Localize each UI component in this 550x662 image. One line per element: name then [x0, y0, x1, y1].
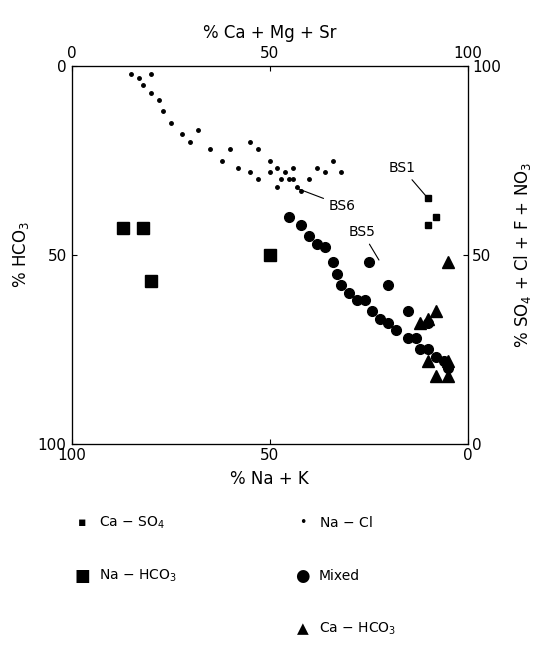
Text: Mixed: Mixed — [319, 569, 360, 583]
Y-axis label: % HCO$_3$: % HCO$_3$ — [11, 221, 31, 289]
Text: ▪: ▪ — [78, 516, 87, 530]
Text: BS1: BS1 — [388, 161, 426, 196]
Text: BS6: BS6 — [296, 188, 356, 213]
X-axis label: % Na + K: % Na + K — [230, 470, 309, 489]
Text: ●: ● — [295, 567, 310, 585]
Text: Na $-$ Cl: Na $-$ Cl — [319, 516, 372, 530]
X-axis label: % Ca + Mg + Sr: % Ca + Mg + Sr — [203, 24, 336, 42]
Text: ▲: ▲ — [296, 622, 309, 636]
Text: BS5: BS5 — [349, 225, 379, 260]
Text: ■: ■ — [75, 567, 90, 585]
Text: Ca $-$ SO$_4$: Ca $-$ SO$_4$ — [99, 515, 165, 531]
Text: Ca $-$ HCO$_3$: Ca $-$ HCO$_3$ — [319, 621, 396, 637]
Y-axis label: % SO$_4$ + Cl + F + NO$_3$: % SO$_4$ + Cl + F + NO$_3$ — [513, 162, 534, 348]
Text: •: • — [299, 516, 306, 530]
Text: Na $-$ HCO$_3$: Na $-$ HCO$_3$ — [99, 568, 177, 584]
